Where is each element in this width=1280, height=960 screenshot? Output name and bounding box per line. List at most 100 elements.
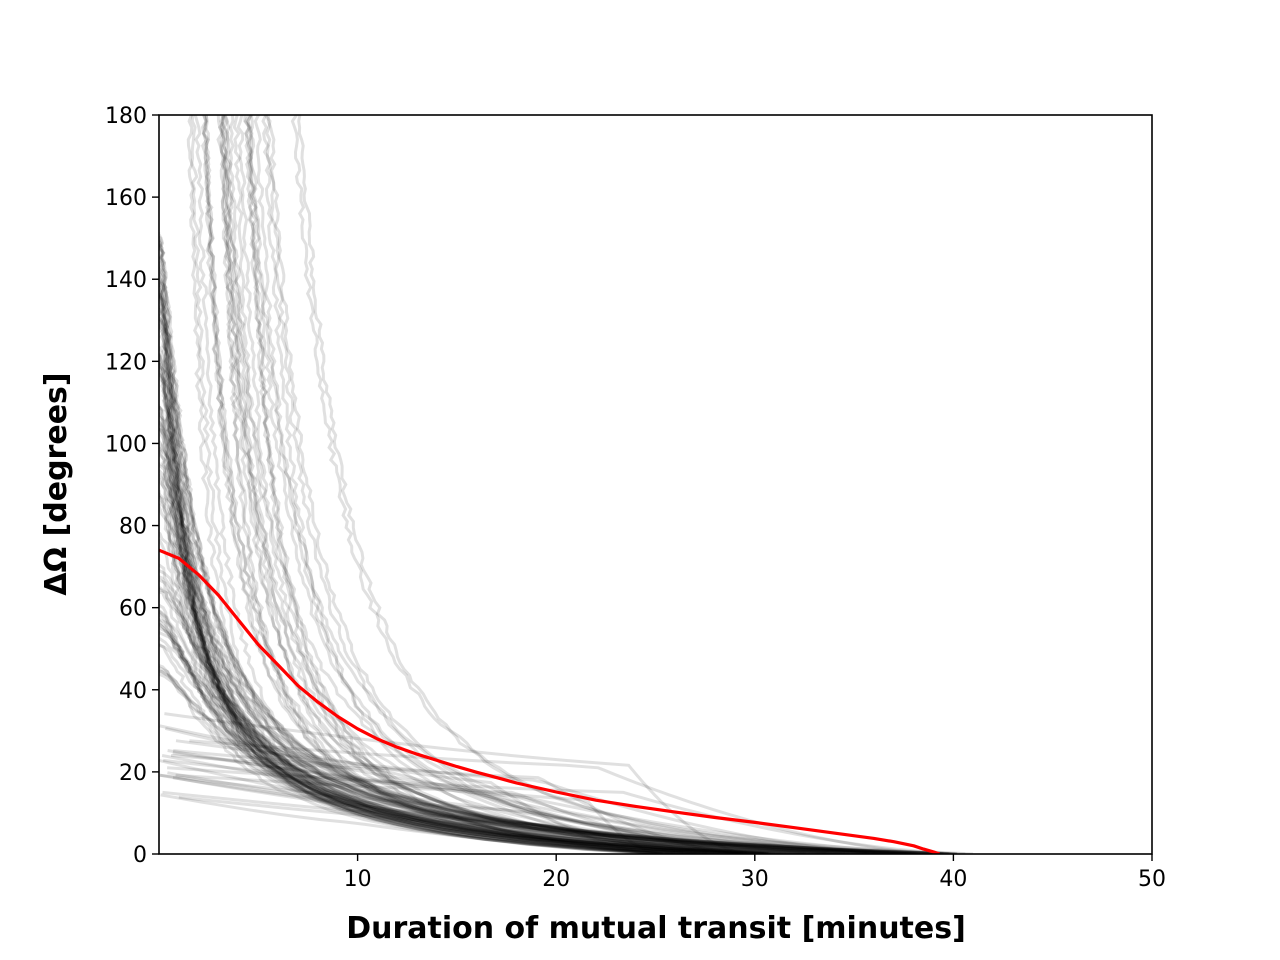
ensemble-series-line [216, 115, 845, 854]
ensemble-series-line [160, 793, 719, 854]
ensemble-series-line [159, 351, 792, 854]
ensemble-series-line [159, 664, 673, 854]
ensemble-series-line [159, 239, 927, 854]
ensemble-series-line [159, 427, 949, 854]
ensemble-series-line [159, 531, 957, 854]
ensemble-series-line [159, 415, 884, 854]
ensemble-series-line [159, 666, 786, 854]
ensemble-series-line [159, 292, 958, 854]
x-tick-label: 10 [344, 867, 372, 892]
highlight-line [159, 548, 941, 854]
ensemble-series-line [159, 622, 771, 854]
ensemble-series-line [159, 578, 916, 854]
highlight-series-line [159, 548, 941, 854]
ensemble-series-line [159, 503, 664, 854]
ensemble-series-line [200, 115, 712, 854]
ensemble-series-line [164, 726, 715, 854]
ensemble-series-line [159, 261, 676, 854]
ensemble-series-line [202, 115, 830, 854]
ensemble-series-line [159, 403, 709, 854]
ensemble-series-line [159, 773, 945, 854]
ensemble-series-line [159, 292, 701, 854]
ensemble-series-line [159, 240, 941, 854]
ensemble-series-line [219, 115, 769, 854]
ensemble-series-line [162, 790, 756, 854]
plot-frame [158, 114, 1153, 855]
ensemble-series-line [167, 749, 966, 854]
ensemble-series-line [159, 538, 751, 854]
ensemble-series-line [167, 766, 974, 854]
ensemble-series-line [172, 776, 807, 854]
y-tick-label: 140 [105, 268, 147, 293]
ensemble-series-line [159, 462, 802, 854]
ensemble-series-line [290, 115, 920, 854]
ensemble-series-line [159, 672, 850, 854]
y-tick-label: 160 [105, 186, 147, 211]
ensemble-series-line [159, 626, 944, 854]
ensemble-series-line [159, 307, 669, 854]
ensemble-series-line [159, 758, 883, 854]
y-axis-label: ΔΩ [degrees] [39, 372, 74, 595]
ensemble-series-line [159, 623, 810, 854]
ensemble-series-line [159, 610, 746, 854]
ensemble-series-line [172, 751, 662, 854]
ensemble-series-line [220, 115, 764, 854]
ensemble-series-line [159, 373, 781, 854]
ensemble-series-line [163, 758, 765, 854]
ensemble-series-line [159, 419, 735, 854]
ensemble-series-line [159, 609, 897, 854]
ensemble-series-line [219, 115, 866, 854]
ensemble-series-line [159, 235, 674, 854]
x-tick-label: 50 [1138, 867, 1166, 892]
ensemble-series-line [159, 313, 701, 854]
y-axis-ticks: 0 20 40 60 80 100 120 140 160 180 [105, 104, 159, 868]
ensemble-series-line [159, 773, 683, 854]
ensemble-series-line [245, 115, 878, 854]
ensemble-series-line [159, 617, 783, 854]
ensemble-series-line [222, 115, 911, 854]
ensemble-series-line [178, 795, 827, 854]
ensemble-series-line [159, 405, 870, 854]
ensemble-series-line [159, 631, 916, 854]
ensemble-series-line [297, 115, 898, 854]
ensemble-series-line [161, 754, 805, 854]
ensemble-series-line [223, 115, 895, 854]
ensemble-series-line [175, 773, 708, 854]
ensemble-series-line [167, 771, 915, 854]
ensemble-series-line [159, 586, 933, 854]
ensemble-series-line [159, 603, 721, 854]
ensemble-series-line [159, 473, 773, 854]
ensemble-series-line [159, 643, 846, 854]
ensemble-series-line [159, 643, 696, 854]
x-axis-label: Duration of mutual transit [minutes] [346, 911, 966, 946]
ensemble-series-line [243, 115, 658, 854]
ensemble-series-line [159, 260, 660, 854]
plot-area [159, 115, 1152, 854]
ensemble-series-line [159, 405, 744, 854]
ensemble-series-line [159, 619, 756, 854]
ensemble-series-line [159, 669, 826, 854]
ensemble-series-line [159, 372, 868, 854]
ensemble-series-line [159, 353, 658, 854]
ensemble-series-line [159, 427, 739, 854]
y-tick-label: 120 [105, 350, 147, 375]
ensemble-series-line [175, 739, 907, 854]
ensemble-series-line [159, 490, 693, 854]
ensemble-series-line [159, 575, 876, 854]
ensemble-series-line [159, 362, 909, 854]
ensemble-series-line [159, 669, 743, 854]
ensemble-series-line [159, 612, 720, 854]
x-axis-ticks: 10 20 30 40 50 [344, 854, 1166, 892]
y-tick-label: 40 [119, 679, 147, 704]
ensemble-series-line [159, 240, 770, 854]
ensemble-series-line [232, 115, 869, 854]
ensemble-series-line [266, 115, 843, 854]
ensemble-series-line [159, 637, 929, 854]
ensemble-series-line [159, 590, 767, 854]
ensemble-series-line [159, 362, 769, 854]
ensemble-series-line [159, 346, 708, 854]
ensemble-series-line [189, 739, 949, 854]
ensemble-series-line [159, 587, 957, 854]
ensemble-series-line [217, 115, 769, 854]
